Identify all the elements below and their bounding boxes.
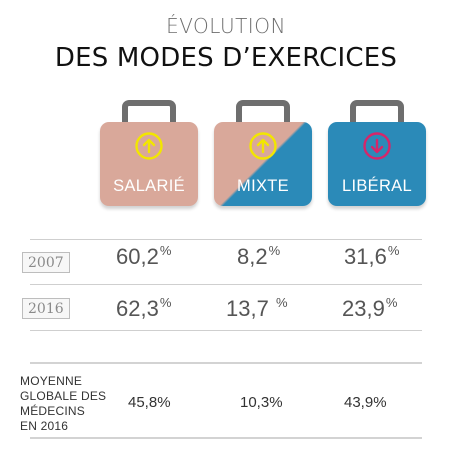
year-label: 2016 <box>22 298 70 319</box>
case-label: MIXTE <box>237 177 289 195</box>
value-2016-salarie: 62,3% <box>116 295 172 321</box>
average-label: MOYENNE GLOBALE DES MÉDECINS EN 2016 <box>20 374 107 433</box>
arrow-down-circle-icon <box>363 132 391 160</box>
case-label: SALARIÉ <box>113 177 185 195</box>
case-liberal: LIBÉRAL <box>328 100 426 208</box>
case-body: MIXTE <box>214 122 312 206</box>
divider <box>30 362 422 364</box>
case-body: SALARIÉ <box>100 122 198 206</box>
case-handle <box>122 100 176 124</box>
page-title: DES MODES D’EXERCICES <box>54 43 398 73</box>
case-mixte: MIXTE <box>214 100 312 208</box>
arrow-up-circle-icon <box>135 132 163 160</box>
average-salarie: 45,8% <box>128 394 171 411</box>
divider <box>30 437 422 439</box>
case-label: LIBÉRAL <box>342 177 412 195</box>
average-mixte: 10,3% <box>240 394 283 411</box>
case-handle <box>350 100 404 124</box>
value-2007-salarie: 60,2% <box>116 243 172 269</box>
case-handle <box>236 100 290 124</box>
average-liberal: 43,9% <box>344 394 387 411</box>
year-label: 2007 <box>22 252 70 273</box>
case-body: LIBÉRAL <box>328 122 426 206</box>
case-salarie: SALARIÉ <box>100 100 198 208</box>
value-2007-liberal: 31,6% <box>344 243 400 269</box>
value-2016-liberal: 23,9% <box>342 295 398 321</box>
value-2007-mixte: 8,2% <box>237 243 281 269</box>
subtitle: ÉVOLUTION <box>166 14 286 38</box>
value-2016-mixte: 13,7 % <box>226 295 288 321</box>
divider <box>30 239 422 240</box>
divider <box>30 284 422 285</box>
arrow-up-circle-icon <box>249 132 277 160</box>
divider <box>30 330 422 331</box>
